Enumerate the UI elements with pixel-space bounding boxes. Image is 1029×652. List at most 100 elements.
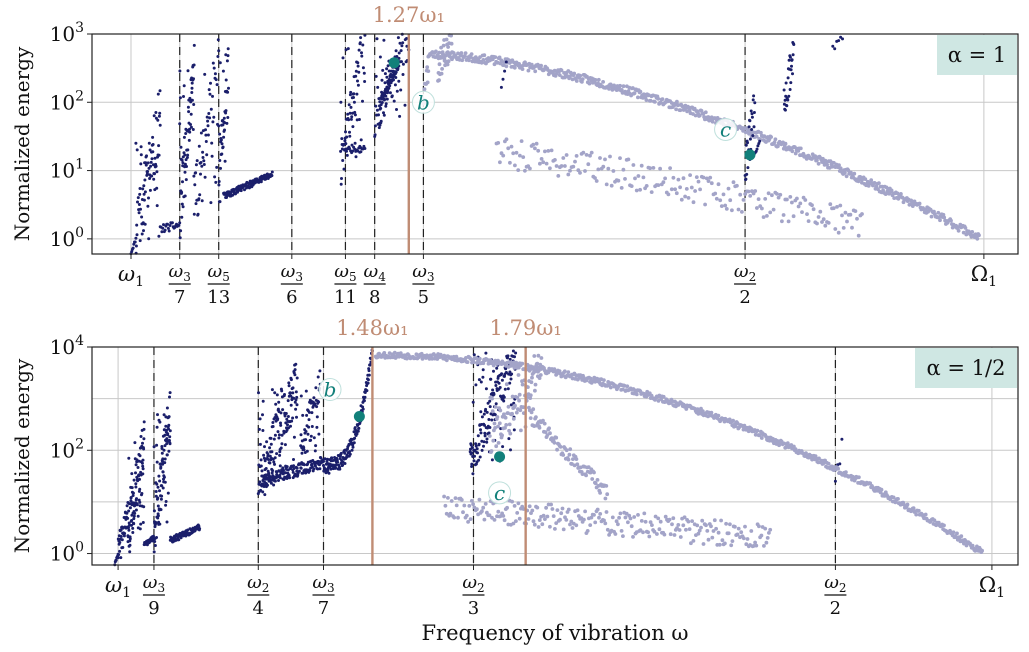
data-point	[132, 522, 136, 526]
data-point	[194, 202, 198, 206]
data-point	[270, 174, 274, 178]
data-point	[790, 58, 794, 62]
data-point	[743, 524, 747, 529]
data-point	[891, 495, 896, 500]
data-point	[138, 187, 142, 190]
data-point	[896, 497, 900, 501]
data-point	[286, 399, 290, 403]
data-point	[334, 466, 337, 469]
data-point	[453, 496, 458, 500]
data-point	[119, 528, 123, 532]
data-point	[217, 49, 221, 53]
data-point	[786, 219, 791, 224]
data-point	[499, 85, 503, 89]
data-point	[177, 223, 181, 227]
data-point	[826, 461, 831, 466]
data-point	[757, 524, 761, 529]
data-point	[942, 523, 946, 528]
data-point	[691, 539, 696, 543]
data-point	[520, 361, 525, 366]
data-point	[292, 464, 296, 468]
data-point	[660, 97, 665, 101]
data-point	[386, 64, 390, 68]
data-point	[559, 68, 564, 73]
data-point	[161, 457, 165, 461]
data-point	[294, 398, 298, 402]
data-point	[315, 415, 319, 419]
data-point	[492, 369, 495, 373]
data-point	[605, 527, 610, 532]
data-point	[363, 80, 367, 83]
data-point	[289, 403, 293, 407]
data-point	[304, 389, 308, 393]
data-point	[607, 87, 611, 91]
data-point	[186, 69, 190, 73]
data-point	[833, 479, 837, 483]
data-point	[381, 68, 385, 72]
data-point	[357, 118, 361, 121]
data-point	[788, 88, 792, 91]
data-point	[521, 155, 526, 160]
data-point	[911, 506, 916, 511]
data-point	[345, 153, 349, 157]
data-point	[289, 378, 293, 382]
data-point	[357, 426, 361, 430]
data-point	[576, 514, 581, 518]
data-point	[437, 50, 442, 55]
data-point	[127, 528, 131, 532]
fraction-numerator: ω3	[169, 261, 191, 284]
data-point	[587, 81, 592, 86]
data-point	[342, 167, 346, 171]
data-point	[566, 507, 571, 512]
data-point	[438, 56, 443, 60]
data-point	[375, 37, 379, 41]
data-point	[362, 399, 366, 403]
data-point	[608, 154, 612, 159]
data-point	[295, 376, 299, 380]
data-point	[686, 196, 691, 200]
data-point	[273, 456, 277, 460]
data-point	[506, 411, 510, 415]
data-point	[168, 391, 172, 395]
data-point	[638, 89, 643, 94]
data-point	[142, 437, 146, 441]
data-point	[179, 145, 183, 149]
data-point	[479, 431, 483, 435]
data-point	[755, 428, 760, 433]
data-point	[401, 62, 405, 66]
data-point	[494, 402, 498, 406]
data-point	[138, 477, 141, 481]
data-point	[463, 51, 468, 55]
data-point	[531, 370, 536, 375]
data-point	[593, 78, 598, 82]
data-point	[186, 528, 190, 532]
data-point	[467, 504, 472, 508]
data-point	[568, 447, 573, 452]
data-point	[465, 360, 470, 364]
data-point	[220, 152, 224, 156]
data-point	[128, 506, 132, 510]
data-point	[224, 78, 228, 82]
data-point	[145, 154, 148, 158]
data-point	[844, 174, 849, 179]
data-point	[361, 99, 364, 103]
data-point	[914, 512, 919, 517]
data-point	[314, 464, 317, 468]
data-point	[140, 232, 144, 236]
data-point	[199, 131, 203, 135]
data-point	[785, 104, 789, 108]
data-point	[141, 441, 144, 445]
data-point	[568, 522, 572, 527]
data-point	[605, 492, 610, 497]
data-point	[261, 479, 265, 482]
data-point	[374, 74, 378, 78]
data-point	[606, 166, 611, 171]
data-point	[353, 141, 357, 145]
data-point	[816, 215, 821, 219]
data-point	[578, 73, 583, 78]
data-point	[543, 430, 548, 434]
data-point	[515, 395, 520, 400]
data-point	[527, 504, 532, 509]
data-point	[711, 529, 716, 533]
data-point	[484, 387, 488, 391]
